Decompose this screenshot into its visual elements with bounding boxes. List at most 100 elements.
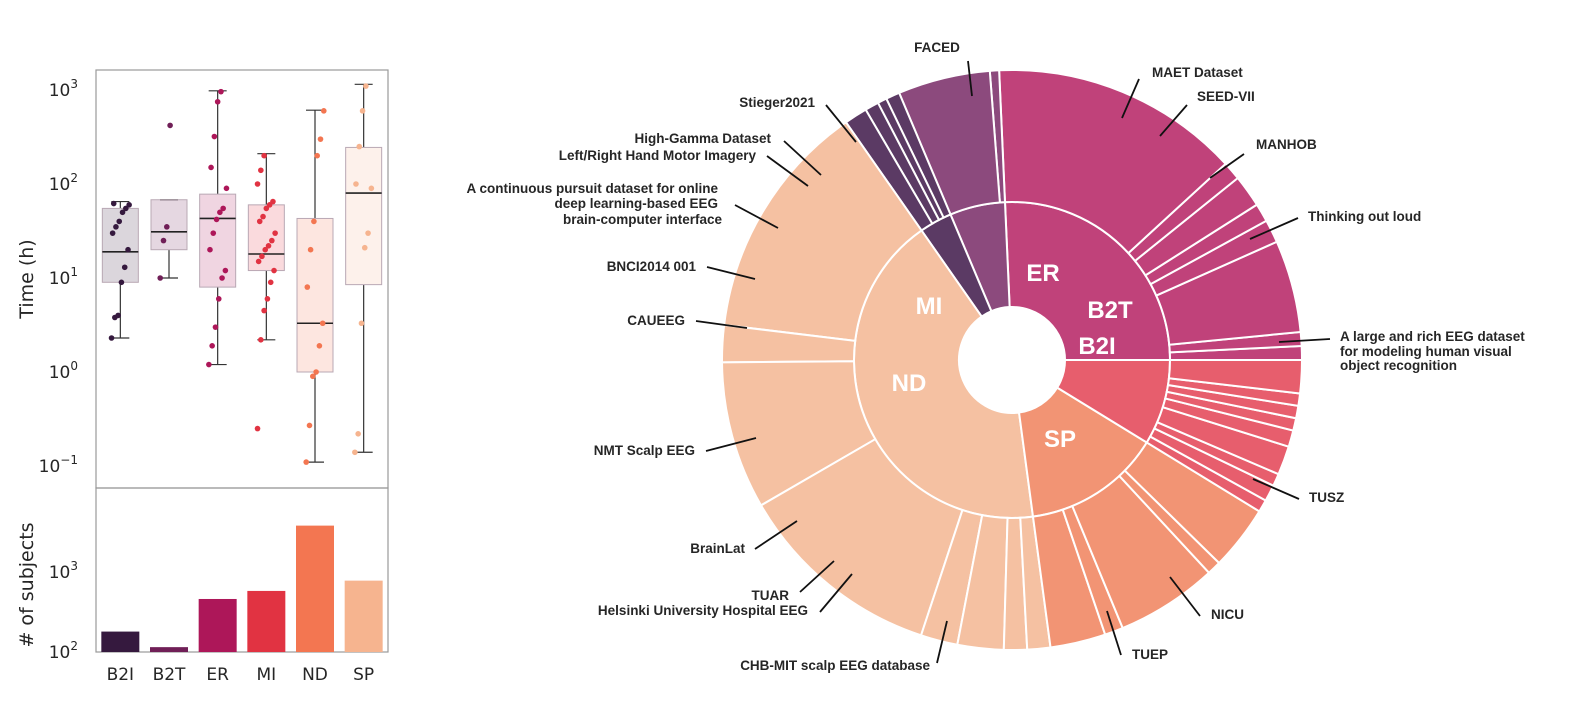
data-point (258, 167, 264, 174)
data-point (311, 218, 317, 225)
callout-connector (1169, 576, 1201, 617)
box-ytick-exp: 2 (70, 171, 78, 185)
data-point (316, 342, 323, 349)
callout: CHB-MIT scalp EEG database (740, 620, 948, 673)
box-B2I (101, 200, 139, 341)
bar-ytick: 102 (49, 639, 78, 663)
data-point (110, 200, 117, 207)
callout-connector (706, 266, 756, 280)
data-point (307, 246, 314, 253)
box-ytick-exp: 1 (70, 265, 78, 279)
box-ytick: 100 (49, 359, 78, 383)
callout: Stieger2021 (739, 95, 857, 143)
inner-label-MI: MI (916, 293, 943, 320)
inner-label-SP: SP (1044, 426, 1076, 453)
data-point (303, 459, 310, 465)
data-point (261, 152, 267, 159)
data-point (220, 205, 226, 212)
data-point (310, 373, 316, 380)
box-ytick-exp: 0 (70, 359, 78, 373)
callout: A continuous pursuit dataset for online d… (466, 181, 779, 229)
data-point (210, 230, 217, 236)
callout: A large and rich EEG dataset for modeling… (1278, 329, 1525, 373)
box-ytick: 103 (49, 77, 78, 101)
bar-ytick-base: 10 (49, 643, 71, 663)
x-tick-ER: ER (206, 665, 229, 685)
data-point (304, 284, 311, 290)
data-point (123, 205, 129, 212)
x-tick-B2I: B2I (107, 665, 135, 685)
data-point (256, 218, 263, 225)
callout-label: TUAR (752, 588, 790, 603)
box-B2T (150, 122, 188, 281)
callout-connector (766, 155, 809, 187)
data-point (109, 230, 116, 236)
box-ND (296, 108, 334, 465)
callout-connector (734, 204, 779, 229)
data-point (222, 267, 229, 274)
sunburst-chart: ER B2T B2I SP ND MI MAET Dataset SEED-VII MANHOB… (466, 40, 1525, 673)
data-point (306, 422, 313, 429)
callout: SEED-VII (1159, 89, 1255, 137)
boxplot-frame (95, 69, 389, 489)
callout: NICU (1169, 576, 1244, 622)
callout-connector (1278, 338, 1331, 343)
callout-connector (799, 560, 835, 593)
outer-wedge (1167, 359, 1304, 395)
box-iqr (199, 193, 237, 288)
callout-label: High-Gamma Dataset (634, 131, 771, 146)
box-ytick: 102 (49, 171, 78, 195)
callout-label-line: brain-computer interface (563, 212, 723, 227)
data-point (219, 275, 225, 281)
data-point (157, 275, 163, 281)
data-point (265, 243, 272, 249)
data-point (363, 83, 369, 89)
data-point (356, 143, 363, 150)
data-point (116, 218, 123, 225)
box-iqr (247, 204, 285, 272)
callout-label: TUSZ (1309, 490, 1344, 505)
data-point (319, 320, 326, 327)
data-point (353, 181, 359, 187)
callout-connector (1106, 610, 1122, 656)
data-point (269, 237, 275, 244)
bar-SP (344, 580, 383, 652)
box-ytick-base: 10 (49, 175, 71, 195)
callout-label-line: for modeling human visual (1340, 344, 1512, 359)
callout: TUEP (1106, 610, 1168, 662)
data-point (270, 198, 276, 205)
callout-connector (1252, 478, 1300, 500)
data-point (215, 296, 222, 302)
x-tick-SP: SP (353, 665, 374, 685)
data-point (259, 253, 265, 260)
bar-ytick-exp: 3 (70, 559, 78, 573)
inner-label-ND: ND (892, 370, 927, 397)
data-point (262, 246, 269, 253)
data-point (314, 152, 321, 159)
box-SP (345, 83, 383, 456)
callout-connector (825, 104, 857, 143)
outer-wedge (723, 120, 923, 343)
callout-label: CHB-MIT scalp EEG database (740, 658, 930, 673)
callout-label: NICU (1211, 607, 1244, 622)
callout-label: MAET Dataset (1152, 65, 1243, 80)
callout-connector (936, 620, 948, 664)
data-point (254, 425, 261, 432)
bar-ytick: 103 (49, 559, 78, 583)
callout-label: NMT Scalp EEG (594, 443, 695, 458)
inner-label-ER: ER (1026, 260, 1059, 287)
data-point (208, 164, 214, 171)
data-point (164, 224, 170, 230)
data-point (261, 307, 267, 314)
data-point (121, 264, 128, 271)
callout-label: Thinking out loud (1308, 209, 1421, 224)
callout: MAET Dataset (1121, 65, 1243, 119)
callout: CAUEEG (627, 313, 748, 329)
data-point (254, 181, 261, 187)
bar-B2I (101, 631, 140, 652)
data-point (313, 369, 319, 375)
data-point (115, 312, 121, 319)
callout-connector (705, 437, 757, 452)
